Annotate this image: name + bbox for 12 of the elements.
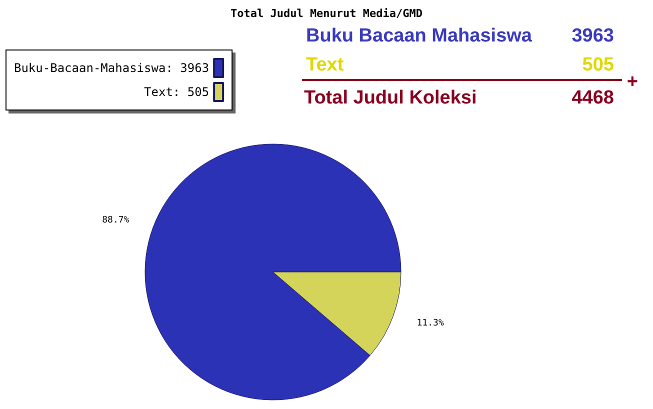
- legend-label: Text: 505: [144, 85, 210, 99]
- text: Total Judul Koleksi: [304, 88, 477, 108]
- text: 3963: [572, 26, 614, 46]
- data-label: 88.7%: [102, 216, 130, 226]
- text: 505: [582, 54, 614, 76]
- legend-label: Buku-Bacaan-Mahasiswa: 3963: [14, 61, 210, 75]
- text: Text: [306, 54, 344, 76]
- data-label: 11.3%: [416, 318, 444, 328]
- text: 4468: [572, 88, 614, 108]
- text: +: [626, 72, 638, 92]
- chart-title: Total Judul Menurut Media/GMD: [230, 7, 423, 20]
- text: Buku Bacaan Mahasiswa: [306, 26, 532, 46]
